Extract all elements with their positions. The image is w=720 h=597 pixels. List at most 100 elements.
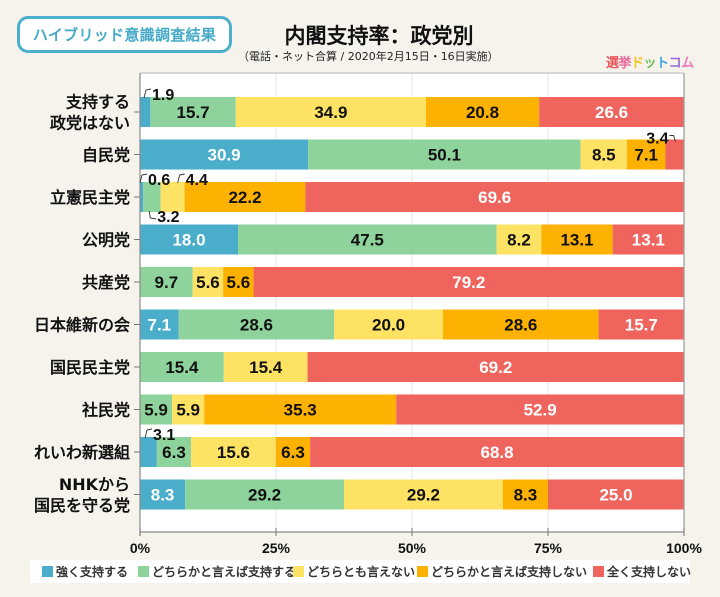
bar-segment [140,437,157,467]
bar-segment [185,479,344,510]
category-label-line: 日本維新の会 [34,316,130,335]
bar-segment [140,139,309,170]
category-label: 立憲民主党 [50,188,130,207]
value-label: 6.3 [162,443,186,462]
value-label: 20.0 [372,316,405,335]
value-label: 8.3 [514,486,538,505]
bar-segment [502,479,548,510]
value-label: 15.7 [625,316,658,335]
legend-item-neutral: どちらとも言えない [293,560,415,583]
legend-label: どちらとも言えない [307,565,416,579]
value-label: 22.2 [228,188,261,207]
value-label: 34.9 [314,103,347,122]
bar-segment [344,479,503,510]
callout-leader [139,173,148,184]
bar-segment [160,182,185,212]
value-label: 5.6 [227,273,251,292]
bar-segment [548,479,684,510]
category-label-line: 社民党 [81,401,130,420]
value-label: 9.7 [155,273,179,292]
callout-value-label: 3.1 [153,427,175,444]
value-label: 47.5 [351,231,384,250]
value-label: 30.9 [208,146,241,165]
bar-segment [172,394,205,425]
bar-segment [156,437,192,467]
bar-segment [235,97,426,127]
logo-char: コ [668,56,682,71]
chart-title: 内閣支持率：政党別 [284,24,474,48]
x-tick-label: 100% [666,540,702,556]
callout-value-label: 4.4 [186,172,208,189]
bar-segment [140,352,224,382]
bar-segment [307,352,684,382]
bar-segment [223,352,308,382]
value-label: 52.9 [524,401,557,420]
x-tick-label: 25% [262,540,291,556]
value-label: 13.1 [560,231,593,250]
bar-segment [140,479,186,510]
value-label: 13.1 [632,231,665,250]
value-label: 5.9 [144,401,168,420]
legend-swatch [42,566,53,577]
callout-leader [143,88,152,99]
x-tick-label: 50% [398,540,427,556]
value-label: 20.8 [466,103,499,122]
bar-segment [140,224,239,255]
legend-label: どちらかと言えば支持しない [431,565,588,579]
bar-segment [496,224,542,255]
value-label: 28.6 [504,316,537,335]
legend-swatch [293,566,304,577]
bar-segment [334,309,444,340]
legend-item-not-support-at-all: 全く支持しない [593,560,691,583]
category-label-line: 公明党 [82,231,130,250]
bar-segment [310,437,684,467]
legend-swatch [138,566,149,577]
category-label-line: 自民党 [82,146,130,165]
value-label: 68.8 [481,443,514,462]
bar-segment [626,139,666,170]
legend-item-somewhat-not-support: どちらかと言えば支持しない [417,560,587,583]
bar-segment [140,309,179,340]
bar-segment [612,224,684,255]
x-tick-label: 75% [534,540,563,556]
callout-leader [148,210,157,220]
legend-item-somewhat-support: どちらかと言えば支持する [138,560,296,583]
value-label: 8.3 [151,486,175,505]
bar-segment [425,97,540,127]
category-label-line: 共産党 [82,273,130,292]
legend-swatch [593,566,604,577]
value-label: 7.1 [634,146,658,165]
value-label: 26.6 [595,103,628,122]
category-label-line: れいわ新選組 [34,443,130,462]
logo-char: ト [656,56,669,71]
logo-char: ッ [643,56,657,71]
bar-segment [140,182,144,212]
value-label: 18.0 [172,231,205,250]
value-label: 50.1 [428,146,461,165]
category-label: 自民党 [82,146,130,165]
logo-char: ド [631,56,644,71]
callout-value-label: 3.2 [157,209,179,226]
chart-legend: 強く支持する どちらかと言えば支持する どちらとも言えない どちらかと言えば支持… [30,560,691,583]
category-label-line: NHKから [59,475,130,494]
callout-value-label: 3.4 [646,131,668,148]
category-label: 国民民主党 [50,358,130,377]
callout-leader [177,173,185,184]
value-label: 15.4 [165,358,199,377]
value-label: 8.2 [507,231,531,250]
survey-badge: ハイブリッド意識調査結果 [17,16,232,53]
bar-segment [541,224,613,255]
legend-label: どちらかと言えば支持する [152,565,297,579]
bar-segment [140,97,151,127]
category-label-line: 国民民主党 [50,358,130,377]
bar-segment [308,139,581,170]
value-label: 29.2 [248,486,281,505]
bar-segment [178,309,335,340]
value-label: 15.6 [217,443,250,462]
logo-char: ム [681,56,694,71]
legend-item-strongly-support: 強く支持する [42,560,128,583]
bar-segment [143,182,161,212]
bar-segment [598,309,684,340]
value-label: 5.6 [196,273,220,292]
